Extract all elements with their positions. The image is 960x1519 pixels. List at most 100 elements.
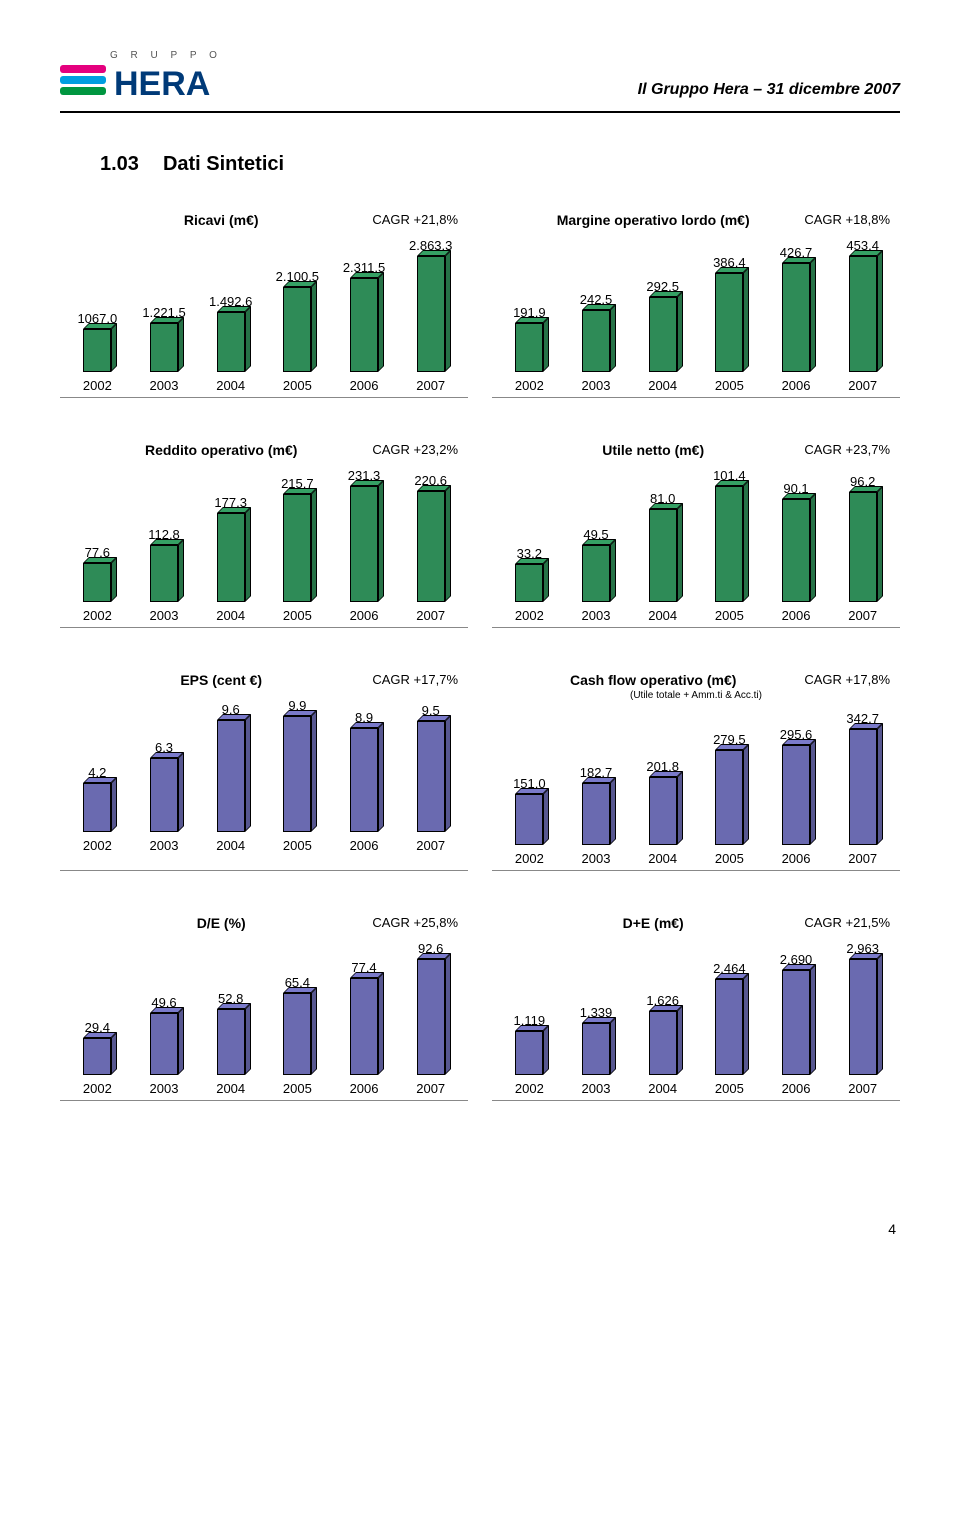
- chart-title-row: Reddito operativo (m€)CAGR +23,2%: [64, 442, 464, 458]
- bar: [582, 1023, 610, 1075]
- bar: [417, 491, 445, 602]
- bar: [849, 729, 877, 845]
- xaxis-label: 2004: [629, 851, 696, 866]
- bar-col: 101,4: [696, 468, 763, 602]
- bar: [217, 720, 245, 832]
- bar-col: 96,2: [829, 474, 896, 602]
- bar-col: 33,2: [496, 546, 563, 602]
- xaxis-label: 2005: [696, 378, 763, 393]
- chart-bars: 1.1191.3391.6262.4642.6902.963: [496, 935, 896, 1075]
- bar-col: 220,6: [397, 473, 464, 602]
- bar: [849, 959, 877, 1075]
- bar-col: 9,6: [197, 702, 264, 832]
- xaxis-label: 2006: [763, 378, 830, 393]
- xaxis-label: 2007: [397, 608, 464, 623]
- chart-xaxis: 200220032004200520062007: [64, 378, 464, 393]
- xaxis-label: 2004: [629, 1081, 696, 1096]
- xaxis-label: 2005: [696, 1081, 763, 1096]
- bar: [283, 716, 311, 832]
- xaxis-label: 2004: [629, 378, 696, 393]
- chart-title-row: Ricavi (m€)CAGR +21,8%: [64, 212, 464, 228]
- xaxis-label: 2002: [64, 1081, 131, 1096]
- bar: [217, 1009, 245, 1075]
- bar-col: 81,0: [629, 491, 696, 602]
- bar-col: 279,5: [696, 732, 763, 845]
- bar-col: 191,9: [496, 305, 563, 372]
- bar-col: 77,6: [64, 545, 131, 602]
- xaxis-label: 2007: [397, 1081, 464, 1096]
- bar: [582, 310, 610, 372]
- bar: [217, 312, 245, 372]
- chart-eps: EPS (cent €)CAGR +17,7%4,26,39,69,98,99,…: [60, 664, 468, 871]
- xaxis-label: 2006: [331, 1081, 398, 1096]
- chart-title-row: D+E (m€)CAGR +21,5%: [496, 915, 896, 931]
- chart-cagr: CAGR +17,7%: [372, 672, 458, 687]
- logo-block: G R U P P O HERA: [60, 50, 230, 103]
- bar-col: 177,3: [197, 495, 264, 602]
- bar-col: 29,4: [64, 1020, 131, 1075]
- xaxis-label: 2005: [264, 838, 331, 853]
- bar-col: 2.863,3: [397, 238, 464, 372]
- xaxis-label: 2006: [763, 851, 830, 866]
- bar: [649, 1011, 677, 1075]
- chart-mol: Margine operativo lordo (m€)CAGR +18,8% 1…: [492, 204, 900, 398]
- chart-bars: 4,26,39,69,98,99,5: [64, 692, 464, 832]
- chart-xaxis: 200220032004200520062007: [64, 608, 464, 623]
- bar-col: 90,1: [763, 481, 830, 602]
- xaxis-label: 2007: [829, 1081, 896, 1096]
- xaxis-label: 2005: [264, 378, 331, 393]
- xaxis-label: 2003: [131, 838, 198, 853]
- chart-title-row: Utile netto (m€)CAGR +23,7%: [496, 442, 896, 458]
- xaxis-label: 2002: [496, 851, 563, 866]
- bar: [350, 486, 378, 602]
- chart-title: D/E (%): [70, 915, 372, 931]
- xaxis-label: 2003: [131, 378, 198, 393]
- xaxis-label: 2006: [331, 608, 398, 623]
- bar-col: 2.100,5: [264, 269, 331, 372]
- chart-title: Cash flow operativo (m€): [502, 672, 804, 688]
- xaxis-label: 2003: [563, 608, 630, 623]
- chart-cagr: CAGR +25,8%: [372, 915, 458, 930]
- bar: [582, 783, 610, 845]
- bar: [150, 758, 178, 832]
- chart-title: Margine operativo lordo (m€): [502, 212, 804, 228]
- chart-subtitle: (Utile totale + Amm.ti & Acc.ti): [496, 690, 896, 701]
- bar-col: 9,5: [397, 703, 464, 832]
- bar: [849, 492, 877, 602]
- chart-bars: 151,0182,7201,8279,5295,6342,7: [496, 705, 896, 845]
- bar: [83, 1038, 111, 1075]
- chart-xaxis: 200220032004200520062007: [64, 838, 464, 853]
- chart-cagr: CAGR +21,5%: [804, 915, 890, 930]
- bar: [515, 1031, 543, 1075]
- bar-col: 242,5: [563, 292, 630, 372]
- chart-bars: 77,6112,8177,3215,7231,3220,6: [64, 462, 464, 602]
- chart-title-row: Cash flow operativo (m€)CAGR +17,8%: [496, 672, 896, 688]
- bar: [782, 970, 810, 1075]
- bar-col: 1.221,5: [131, 305, 198, 372]
- page: G R U P P O HERA Il Gruppo Hera – 31 dic…: [0, 0, 960, 1277]
- bar: [715, 486, 743, 602]
- bar: [515, 323, 543, 372]
- bar-col: 4,2: [64, 765, 131, 832]
- bar: [649, 509, 677, 602]
- chart-title-row: D/E (%)CAGR +25,8%: [64, 915, 464, 931]
- bar-col: 1.492,6: [197, 294, 264, 372]
- chart-xaxis: 200220032004200520062007: [64, 1081, 464, 1096]
- chart-title: Utile netto (m€): [502, 442, 804, 458]
- xaxis-label: 2004: [197, 1081, 264, 1096]
- xaxis-label: 2007: [397, 838, 464, 853]
- svg-text:HERA: HERA: [114, 65, 210, 103]
- chart-de-ratio: D/E (%)CAGR +25,8%29,449,652,865,477,492…: [60, 907, 468, 1101]
- bar-col: 2.690: [763, 952, 830, 1075]
- chart-xaxis: 200220032004200520062007: [496, 608, 896, 623]
- chart-title-row: Margine operativo lordo (m€)CAGR +18,8%: [496, 212, 896, 228]
- chart-title: Ricavi (m€): [70, 212, 372, 228]
- bar-col: 295,6: [763, 727, 830, 845]
- bar-col: 49,5: [563, 527, 630, 602]
- chart-reddito: Reddito operativo (m€)CAGR +23,2% 77,6112…: [60, 434, 468, 628]
- bar: [283, 993, 311, 1075]
- bar-col: 426,7: [763, 245, 830, 372]
- xaxis-label: 2003: [563, 1081, 630, 1096]
- page-header: G R U P P O HERA Il Gruppo Hera – 31 dic…: [60, 50, 900, 103]
- bar-col: 8,9: [331, 710, 398, 832]
